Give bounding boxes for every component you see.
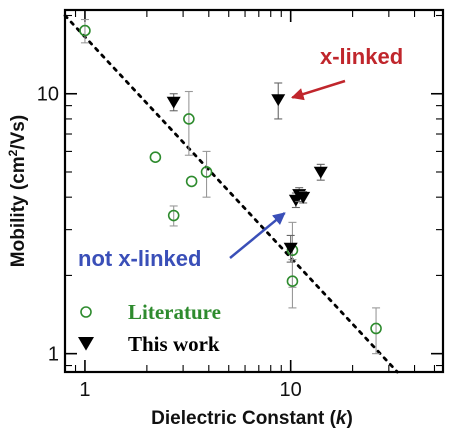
literature-point — [200, 166, 213, 178]
y-axis-label: Mobility (cm2/Vs) — [6, 115, 29, 267]
legend-literature-label: Literature — [128, 300, 221, 324]
fit-line-group — [63, 14, 399, 374]
fit-line — [63, 14, 399, 374]
y-tick-label: 10 — [37, 84, 59, 106]
annotation-not-x-linked: not x-linked — [78, 246, 201, 271]
plot-frame — [63, 8, 445, 374]
annotations: x-linked not x-linked — [78, 44, 403, 271]
this-work-point — [296, 191, 311, 204]
literature-point — [183, 113, 195, 125]
literature-point — [149, 151, 162, 163]
annotation-arrow-x-linked — [291, 79, 346, 101]
literature-point — [370, 322, 382, 335]
this-work-point — [166, 96, 181, 109]
literature-point — [79, 24, 91, 37]
data-points — [79, 18, 382, 355]
legend-this-work-label: This work — [128, 332, 220, 356]
minor-ticks — [65, 10, 443, 372]
major-ticks: 1 10 1 10 — [37, 10, 443, 401]
this-work-point — [271, 94, 286, 107]
literature-point — [286, 275, 299, 288]
this-work-point — [283, 242, 298, 255]
legend-literature-marker — [80, 306, 92, 318]
legend: Literature This work — [78, 300, 221, 356]
x-tick-label: 10 — [280, 379, 302, 401]
annotation-x-linked: x-linked — [320, 44, 403, 69]
literature-point — [185, 175, 198, 188]
this-work-point — [313, 166, 328, 179]
x-tick-label: 1 — [79, 379, 90, 401]
x-axis-label: Dielectric Constant (k) — [151, 408, 353, 429]
legend-this-work-marker — [78, 337, 94, 351]
annotation-arrow-not-x-linked — [229, 212, 286, 259]
y-tick-label: 1 — [48, 344, 59, 366]
literature-point — [167, 209, 180, 222]
